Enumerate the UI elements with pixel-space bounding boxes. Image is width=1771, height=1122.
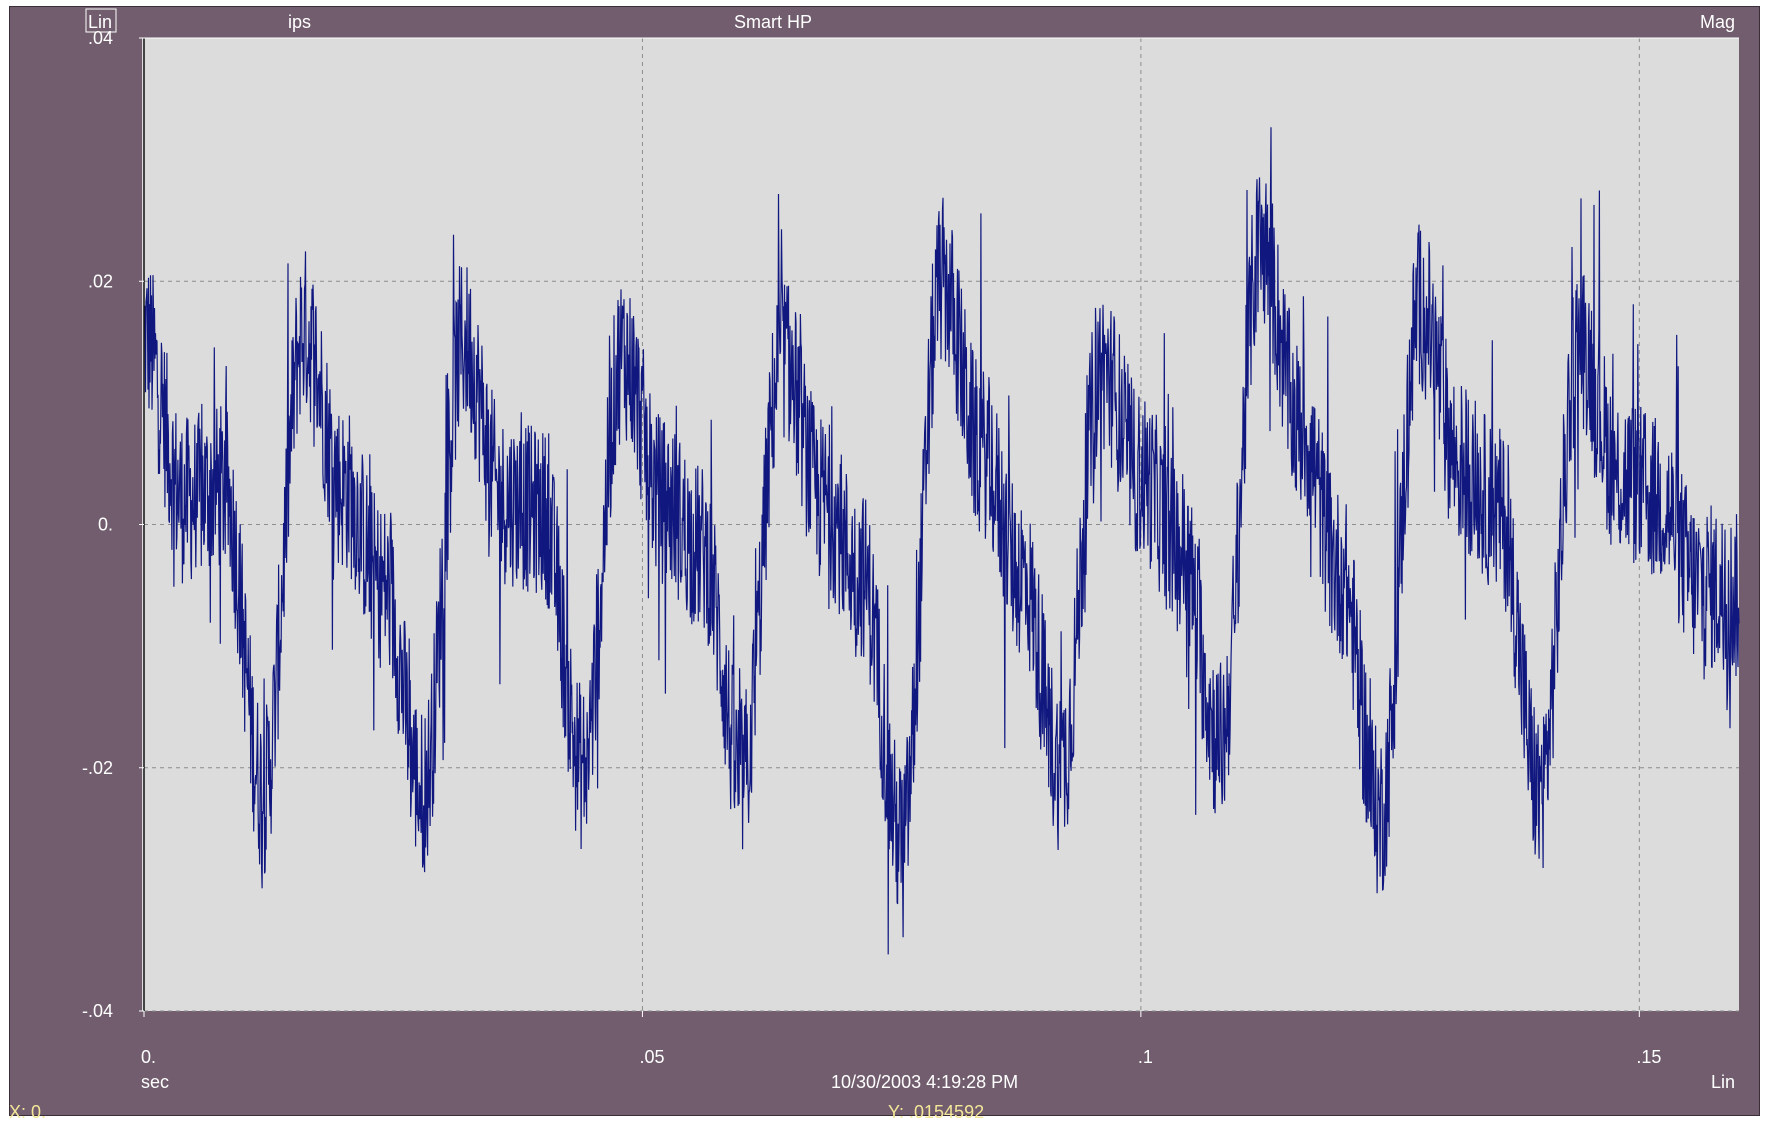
x-units-label: sec	[141, 1072, 169, 1092]
x-tick-label: 0.	[141, 1047, 156, 1067]
y-axis-ticks: .04 .02 0. -.02 -.04	[82, 28, 144, 1021]
scale-mode-box[interactable]	[85, 8, 117, 33]
chart-title: Smart HP	[734, 12, 812, 32]
waveform-line	[143, 127, 1740, 955]
y-tick-label: 0.	[98, 515, 113, 535]
x-tick-label: .15	[1636, 1047, 1661, 1067]
timestamp-label: 10/30/2003 4:19:28 PM	[831, 1072, 1018, 1092]
units-label: ips	[288, 12, 311, 32]
x-tick-label: .1	[1138, 1047, 1153, 1067]
y-tick-label: -.04	[82, 1001, 113, 1021]
x-axis-ticks: 0. .05 .1 .15	[141, 1011, 1661, 1067]
cursor-y-readout: Y: .0154592	[888, 1102, 984, 1122]
y-tick-label: .04	[88, 28, 113, 48]
display-type-label[interactable]: Mag	[1700, 12, 1735, 32]
x-scale-mode-label[interactable]: Lin	[1711, 1072, 1735, 1092]
y-tick-label: -.02	[82, 758, 113, 778]
x-tick-label: .05	[639, 1047, 664, 1067]
y-tick-label: .02	[88, 271, 113, 291]
waveform-trace	[143, 127, 1740, 955]
cursor-x-readout: X: 0.	[9, 1102, 46, 1122]
scale-mode-label[interactable]: Lin	[88, 12, 112, 32]
